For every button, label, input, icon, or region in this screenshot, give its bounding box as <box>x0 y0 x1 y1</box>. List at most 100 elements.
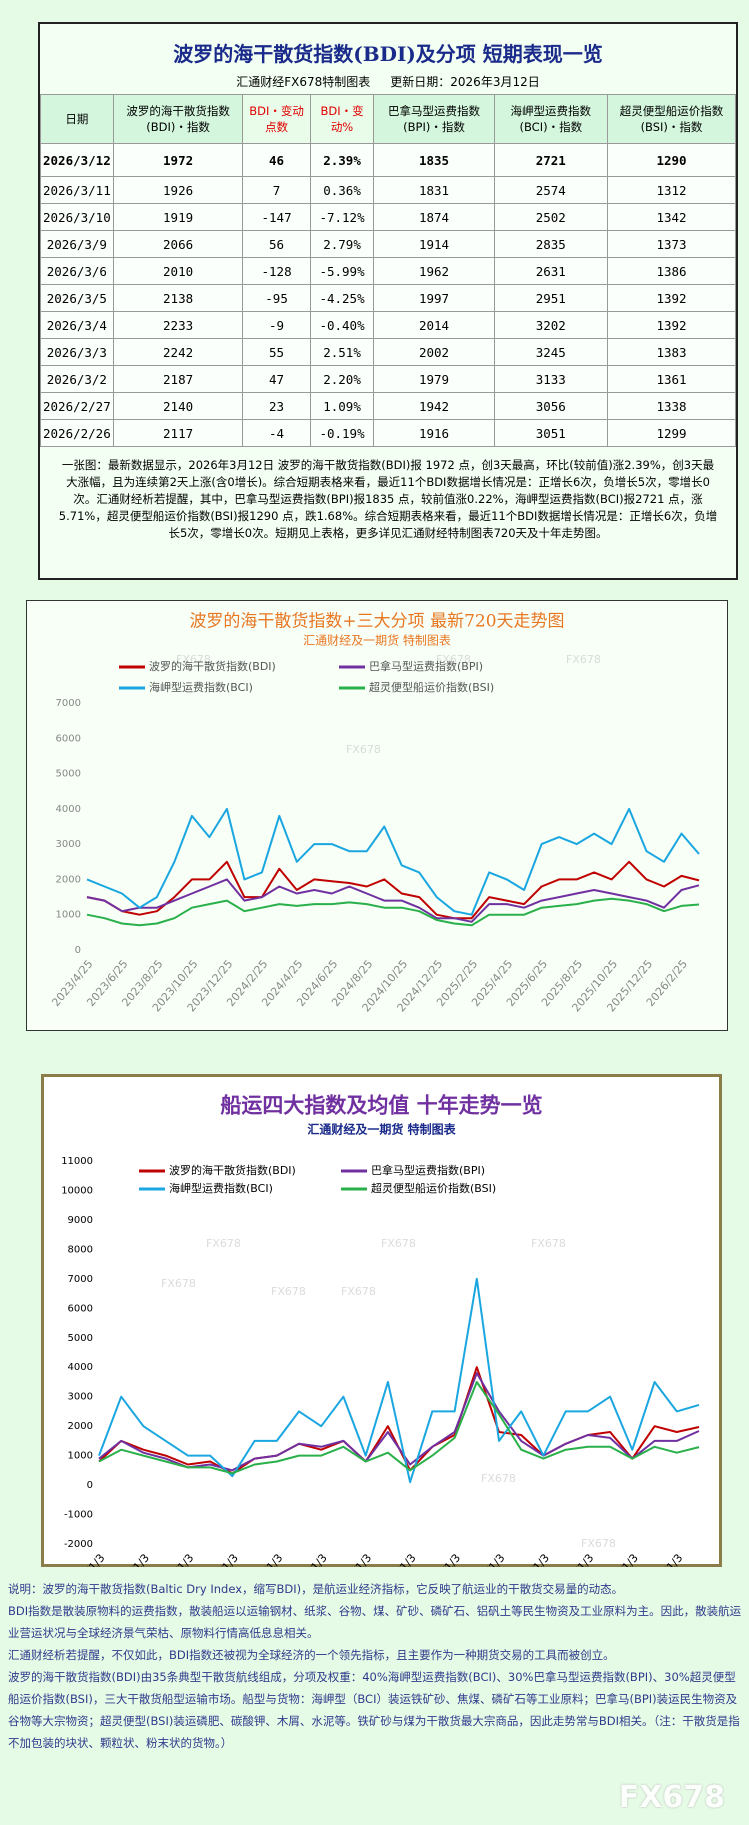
table-cell: -0.40% <box>309 311 375 339</box>
table-cell: 1979 <box>373 365 495 393</box>
table-cell: 1392 <box>606 311 737 339</box>
table-cell: 1919 <box>112 203 244 231</box>
watermark: FX678 <box>271 1285 306 1298</box>
y-tick-label: 5000 <box>68 1333 93 1344</box>
table-cell: 1874 <box>373 203 495 231</box>
table-cell: 2026/3/4 <box>40 311 114 339</box>
table-cell: -4.25% <box>309 284 375 312</box>
chart-title: 波罗的海干散货指数+三大分项 最新720天走势图 <box>189 612 564 632</box>
watermark: FX678 <box>346 743 381 756</box>
column-header: BDI・变动点数 <box>242 94 311 144</box>
table-cell: 2026/3/6 <box>40 257 114 285</box>
y-tick-label: -1000 <box>64 1510 93 1521</box>
table-cell: 1972 <box>112 143 244 177</box>
table-cell: -95 <box>242 284 311 312</box>
update-date: 更新日期：2026年3月12日 <box>390 75 540 89</box>
table-cell: 2574 <box>493 176 608 204</box>
y-tick-label: 2000 <box>68 1421 93 1432</box>
note-paragraph: 汇通财经析若提醒，不仅如此，BDI指数还被视为全球经济的一个领先指标，且主要作为… <box>8 1648 615 1662</box>
y-tick-label: 10000 <box>61 1185 93 1196</box>
y-tick-label: 3000 <box>56 839 81 850</box>
chart-title: 船运四大指数及均值 十年走势一览 <box>220 1093 542 1118</box>
table-cell: 1914 <box>373 230 495 258</box>
y-tick-label: 7000 <box>56 698 81 709</box>
table-cell: 2502 <box>493 203 608 231</box>
table-cell: 2066 <box>112 230 244 258</box>
subtitle: 汇通财经FX678特制图表 <box>236 75 371 89</box>
table-row: 2026/3/11 1926 7 0.36% 1831 2574 1312 <box>40 176 737 204</box>
watermark: FX678 <box>581 1537 616 1550</box>
table-panel: 波罗的海干散货指数(BDI)及分项 短期表现一览 汇通财经FX678特制图表 更新… <box>38 22 738 580</box>
y-tick-label: -2000 <box>64 1539 93 1550</box>
table-cell: 3133 <box>493 365 608 393</box>
table-cell: 2026/3/2 <box>40 365 114 393</box>
table-row: 2026/2/27 2140 23 1.09% 1942 3056 1338 <box>40 392 737 420</box>
table-cell: 2026/3/11 <box>40 176 114 204</box>
table-cell: 2026/3/12 <box>40 143 114 177</box>
series-line <box>86 860 700 920</box>
y-tick-label: 8000 <box>68 1244 93 1255</box>
table-cell: 1835 <box>373 143 495 177</box>
table-cell: 2631 <box>493 257 608 285</box>
table-cell: -4 <box>242 419 311 447</box>
watermark: FX678 <box>531 1237 566 1250</box>
table-body: 2026/3/12 1972 46 2.39% 1835 2721 1290 2026/3/1… <box>40 143 737 447</box>
y-tick-label: 2000 <box>56 874 81 885</box>
table-row: 2026/2/26 2117 -4 -0.19% 1916 3051 1299 <box>40 419 737 447</box>
table-cell: 1392 <box>606 284 737 312</box>
table-cell: 3202 <box>493 311 608 339</box>
note-paragraph: BDI指数是散装原物料的运费指数，散装船运以运输钢材、纸浆、谷物、煤、矿砂、磷矿… <box>8 1604 742 1640</box>
table-row: 2026/3/4 2233 -9 -0.40% 2014 3202 1392 <box>40 311 737 339</box>
table-row: 2026/3/5 2138 -95 -4.25% 1997 2951 1392 <box>40 284 737 312</box>
table-cell: 3051 <box>493 419 608 447</box>
watermark: FX678 <box>341 1285 376 1298</box>
table-cell: 2.51% <box>309 338 375 366</box>
table-cell: 47 <box>242 365 311 393</box>
table-cell: 1962 <box>373 257 495 285</box>
table-cell: 2002 <box>373 338 495 366</box>
header-row: 日期 波罗的海干散货指数(BDI)・指数 BDI・变动点数 BDI・变动% 巴拿马型运费… <box>40 94 737 144</box>
notes: 说明：波罗的海干散货指数(Baltic Dry Index，缩写BDI)，是航运… <box>8 1578 743 1754</box>
table-cell: -7.12% <box>309 203 375 231</box>
column-header: 巴拿马型运费指数(BPI)・指数 <box>373 94 495 144</box>
table-cell: 2835 <box>493 230 608 258</box>
table-row: 2026/3/3 2242 55 2.51% 2002 3245 1383 <box>40 338 737 366</box>
table-cell: -147 <box>242 203 311 231</box>
legend-label: 超灵便型船运价指数(BSI) <box>371 1181 496 1195</box>
y-tick-label: 11000 <box>61 1156 93 1167</box>
table-cell: 2026/2/26 <box>40 419 114 447</box>
y-tick-label: 6000 <box>68 1303 93 1314</box>
y-tick-label: 7000 <box>68 1274 93 1285</box>
table-cell: 2242 <box>112 338 244 366</box>
table-cell: 1383 <box>606 338 737 366</box>
watermark: FX678 <box>618 1780 725 1815</box>
legend-label: 波罗的海干散货指数(BDI) <box>149 659 276 673</box>
note-paragraph: 说明：波罗的海干散货指数(Baltic Dry Index，缩写BDI)，是航运… <box>8 1582 624 1596</box>
table-subtitle: 汇通财经FX678特制图表 更新日期：2026年3月12日 <box>40 73 736 90</box>
legend-label: 波罗的海干散货指数(BDI) <box>169 1163 296 1177</box>
chart-subtitle: 汇通财经及一期货 特制图表 <box>303 633 451 648</box>
y-tick-label: 9000 <box>68 1215 93 1226</box>
table-cell: 2951 <box>493 284 608 312</box>
table-cell: 1312 <box>606 176 737 204</box>
series-line <box>86 897 700 927</box>
y-tick-label: 1000 <box>68 1451 93 1462</box>
table-cell: 46 <box>242 143 311 177</box>
table-cell: -128 <box>242 257 311 285</box>
table-cell: 55 <box>242 338 311 366</box>
series-line <box>86 878 700 923</box>
y-tick-label: 1000 <box>56 910 81 921</box>
legend-label: 超灵便型船运价指数(BSI) <box>369 680 494 694</box>
series-line <box>98 1381 700 1475</box>
table-cell: 23 <box>242 392 311 420</box>
summary: 一张图：最新数据显示，2026年3月12日 波罗的海干散货指数(BDI)报 19… <box>58 458 718 540</box>
data-table: 日期 波罗的海干散货指数(BDI)・指数 BDI・变动点数 BDI・变动% 巴拿马型运费… <box>40 94 737 447</box>
table-cell: -9 <box>242 311 311 339</box>
table-cell: 2140 <box>112 392 244 420</box>
column-header: 波罗的海干散货指数(BDI)・指数 <box>112 94 244 144</box>
legend-label: 海岬型运费指数(BCI) <box>149 680 253 694</box>
table-cell: 2.20% <box>309 365 375 393</box>
table-cell: 1386 <box>606 257 737 285</box>
table-cell: 2026/3/5 <box>40 284 114 312</box>
